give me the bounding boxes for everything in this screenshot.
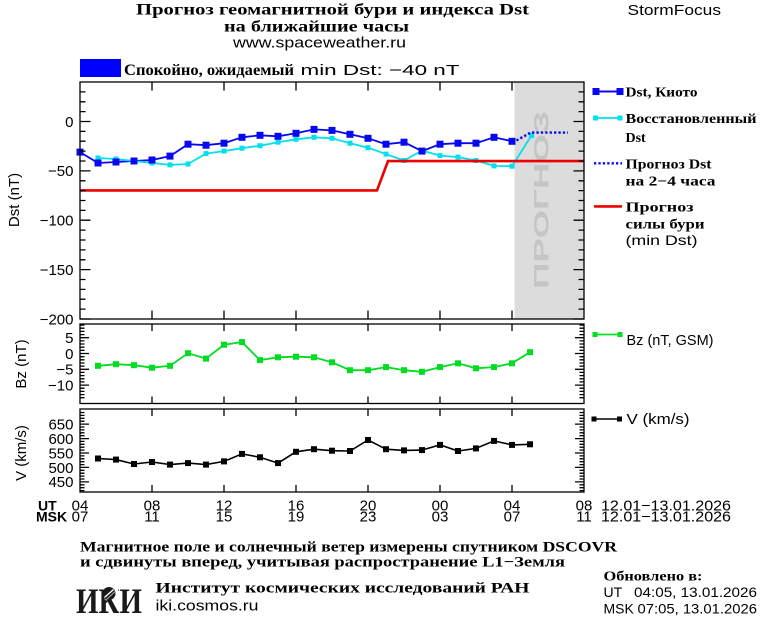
svg-text:12.01−13.01.2026: 12.01−13.01.2026 [601, 508, 731, 525]
svg-text:MSK: MSK [36, 508, 67, 524]
svg-text:500: 500 [48, 460, 73, 477]
svg-text:19: 19 [288, 508, 305, 525]
svg-text:12: 12 [216, 498, 233, 515]
svg-text:Прогноз: Прогноз [626, 201, 694, 216]
svg-text:V (km/s): V (km/s) [627, 411, 690, 428]
svg-text:ПРОГНОЗ: ПРОГНОЗ [531, 111, 554, 289]
svg-text:−5: −5 [56, 362, 73, 379]
svg-text:(min Dst): (min Dst) [626, 232, 698, 248]
svg-text:550: 550 [48, 445, 73, 462]
svg-text:20: 20 [360, 498, 377, 515]
svg-text:650: 650 [48, 416, 73, 433]
svg-text:23: 23 [360, 508, 377, 525]
svg-text:MSK: MSK [604, 601, 635, 617]
svg-text:03: 03 [432, 508, 449, 525]
svg-text:−200: −200 [40, 311, 74, 328]
svg-text:StormFocus: StormFocus [628, 2, 722, 19]
svg-text:07:05, 13.01.2026: 07:05, 13.01.2026 [638, 601, 758, 617]
svg-text:11: 11 [576, 508, 592, 525]
svg-text:−100: −100 [40, 213, 74, 230]
svg-text:04: 04 [72, 498, 89, 515]
svg-text:08: 08 [576, 498, 593, 515]
svg-text:Dst, Киото: Dst, Киото [626, 86, 698, 101]
svg-text:−10: −10 [48, 377, 73, 394]
svg-text:07: 07 [504, 508, 521, 525]
svg-text:04: 04 [504, 498, 521, 515]
svg-text:16: 16 [288, 498, 305, 515]
svg-text:min Dst: −40 nT: min Dst: −40 nT [301, 62, 460, 79]
svg-text:−150: −150 [40, 262, 74, 279]
svg-text:www.spaceweather.ru: www.spaceweather.ru [232, 36, 406, 52]
svg-text:−50: −50 [48, 163, 73, 180]
svg-text:Прогноз геомагнитной бури и ин: Прогноз геомагнитной бури и индекса Dst [136, 2, 530, 19]
svg-text:Магнитное поле и солнечный вет: Магнитное поле и солнечный ветер измерен… [80, 540, 618, 556]
svg-text:5: 5 [65, 330, 73, 347]
svg-text:15: 15 [216, 508, 233, 525]
svg-text:UT: UT [604, 584, 623, 600]
svg-text:600: 600 [48, 431, 73, 448]
svg-text:Dst (nT): Dst (nT) [6, 173, 23, 227]
svg-text:12.01−13.01.2026: 12.01−13.01.2026 [601, 498, 731, 515]
svg-text:на ближайшие часы: на ближайшие часы [224, 19, 410, 36]
svg-text:08: 08 [144, 498, 161, 515]
svg-text:Прогноз Dst: Прогноз Dst [626, 158, 712, 173]
svg-text:Спокойно, ожидаемый: Спокойно, ожидаемый [124, 62, 294, 79]
svg-text:07: 07 [72, 508, 89, 525]
svg-text:и сдвинуты вперед, учитывая ра: и сдвинуты вперед, учитывая распростране… [80, 555, 565, 571]
svg-text:450: 450 [48, 474, 73, 491]
svg-text:Bz (nT, GSM): Bz (nT, GSM) [627, 332, 714, 349]
svg-text:iki.cosmos.ru: iki.cosmos.ru [156, 599, 259, 615]
svg-text:11: 11 [144, 508, 160, 525]
svg-text:Обновлено в:: Обновлено в: [604, 570, 703, 585]
svg-text:Институт космических исследова: Институт космических исследований РАН [156, 581, 530, 597]
svg-text:Dst: Dst [626, 131, 647, 146]
svg-text:Восстановленный: Восстановленный [626, 112, 757, 127]
svg-text:04:05, 13.01.2026: 04:05, 13.01.2026 [634, 584, 757, 600]
svg-text:силы бури: силы бури [626, 218, 705, 233]
svg-text:V (km/s): V (km/s) [13, 425, 30, 481]
svg-text:00: 00 [432, 498, 449, 515]
svg-text:на 2−4 часа: на 2−4 часа [626, 175, 716, 190]
svg-text:UT: UT [38, 498, 57, 514]
svg-text:Bz (nT): Bz (nT) [13, 339, 30, 388]
svg-text:0: 0 [65, 346, 73, 363]
svg-text:0: 0 [65, 114, 73, 131]
